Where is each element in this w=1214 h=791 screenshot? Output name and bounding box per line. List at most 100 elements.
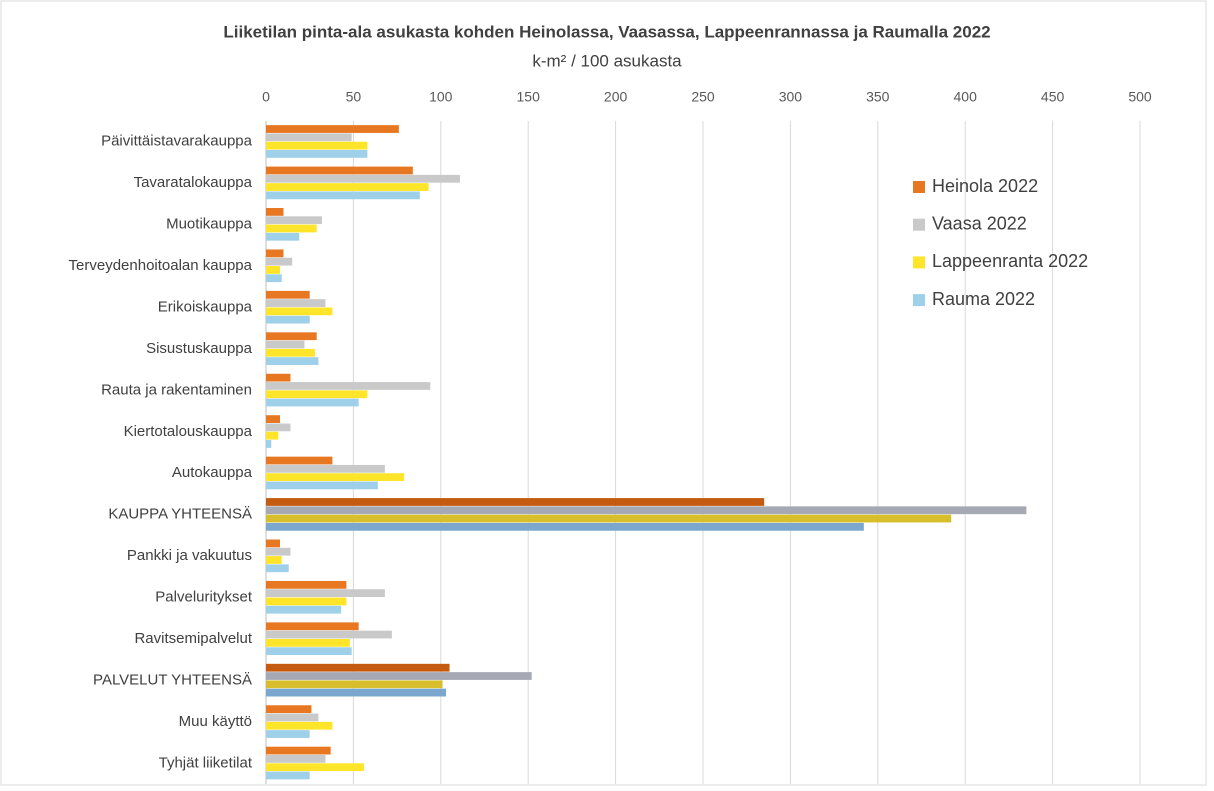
bar: [266, 730, 310, 738]
bar: [266, 713, 319, 722]
bar: [266, 390, 368, 399]
bar: [266, 290, 310, 299]
bar: [266, 423, 291, 432]
x-tick-label: 350: [866, 89, 890, 105]
y-tick-label: Muotikauppa: [166, 216, 253, 233]
bar: [266, 232, 300, 241]
bar: [266, 166, 413, 175]
bar: [266, 208, 284, 216]
bar: [266, 125, 399, 133]
bar: [266, 522, 864, 531]
bar: [266, 274, 282, 283]
bar: [266, 754, 326, 763]
x-tick-label: 300: [779, 89, 803, 105]
bar: [266, 183, 429, 191]
chart-subtitle: k-m² / 100 asukasta: [532, 51, 682, 70]
bar: [266, 216, 322, 225]
bar: [266, 357, 319, 365]
bar: [266, 348, 315, 357]
bar: [266, 257, 293, 266]
y-tick-label: Pankki ja vakuutus: [127, 547, 252, 564]
bar: [266, 564, 289, 573]
bar: [266, 191, 420, 200]
bar: [266, 547, 291, 556]
bar: [266, 224, 317, 233]
bar: [266, 373, 291, 382]
bar: [266, 647, 352, 656]
bar: [266, 705, 312, 714]
bar: [266, 481, 378, 490]
x-tick-label: 50: [346, 89, 362, 105]
bar: [266, 340, 305, 349]
bar: [266, 589, 385, 598]
bar: [266, 580, 347, 589]
y-tick-label: Erikoiskauppa: [158, 298, 253, 315]
bar: [266, 638, 350, 647]
bar: [266, 663, 450, 672]
x-tick-label: 150: [517, 89, 541, 105]
y-tick-label: Tavaratalokauppa: [134, 174, 253, 191]
y-tick-label: PALVELUT YHTEENSÄ: [93, 671, 252, 688]
y-tick-label: Palveluritykset: [155, 589, 253, 606]
y-tick-label: KAUPPA YHTEENSÄ: [108, 506, 252, 523]
bar: [266, 721, 333, 730]
chart-title: Liiketilan pinta-ala asukasta kohden Hei…: [223, 22, 990, 41]
bar: [266, 266, 280, 274]
y-tick-label: Terveydenhoitoalan kauppa: [69, 257, 253, 274]
x-tick-label: 500: [1128, 89, 1152, 105]
bar: [266, 771, 310, 780]
bar: [266, 688, 447, 697]
bar: [266, 514, 952, 523]
bar: [266, 506, 1027, 515]
bar: [266, 763, 364, 772]
legend-label: Vaasa 2022: [932, 213, 1027, 233]
bar: [266, 464, 385, 473]
y-tick-label: Sisustuskauppa: [146, 340, 253, 357]
bar: [266, 456, 333, 465]
bar: [266, 498, 765, 506]
y-tick-label: Ravitsemipalvelut: [134, 630, 252, 647]
bar: [266, 141, 368, 150]
bar: [266, 332, 317, 341]
bar: [266, 597, 347, 606]
y-tick-label: Muu käyttö: [179, 713, 252, 730]
x-tick-label: 200: [604, 89, 628, 105]
bar: [266, 680, 443, 689]
bar: [266, 133, 352, 142]
legend-label: Heinola 2022: [932, 176, 1038, 196]
bar: [266, 431, 279, 440]
bar: [266, 556, 282, 564]
x-tick-label: 0: [262, 89, 270, 105]
x-tick-label: 400: [954, 89, 978, 105]
y-tick-label: Autokauppa: [172, 464, 253, 481]
bar: [266, 398, 359, 407]
bar: [266, 249, 284, 258]
bar: [266, 307, 333, 316]
legend-swatch: [913, 256, 925, 269]
y-tick-label: Rauta ja rakentaminen: [101, 381, 252, 398]
bar: [266, 415, 280, 423]
legend-label: Rauma 2022: [932, 289, 1035, 309]
legend-label: Lappeenranta 2022: [932, 251, 1088, 271]
bar: [266, 299, 326, 307]
bar: [266, 622, 359, 631]
bar: [266, 150, 368, 158]
bar: [266, 473, 405, 482]
x-tick-label: 100: [429, 89, 453, 105]
y-tick-label: Kiertotalouskauppa: [124, 423, 253, 440]
y-tick-label: Tyhjät liiketilat: [159, 754, 253, 771]
x-tick-label: 450: [1041, 89, 1065, 105]
legend-swatch: [913, 294, 925, 307]
bar: [266, 539, 280, 548]
y-tick-label: Päivittäistavarakauppa: [101, 133, 253, 150]
bar: [266, 630, 392, 639]
bar: [266, 174, 461, 183]
bar: [266, 605, 342, 614]
legend-swatch: [913, 218, 925, 231]
bar: [266, 440, 272, 448]
bar: [266, 315, 310, 324]
bar: [266, 672, 532, 680]
bar: [266, 746, 331, 755]
